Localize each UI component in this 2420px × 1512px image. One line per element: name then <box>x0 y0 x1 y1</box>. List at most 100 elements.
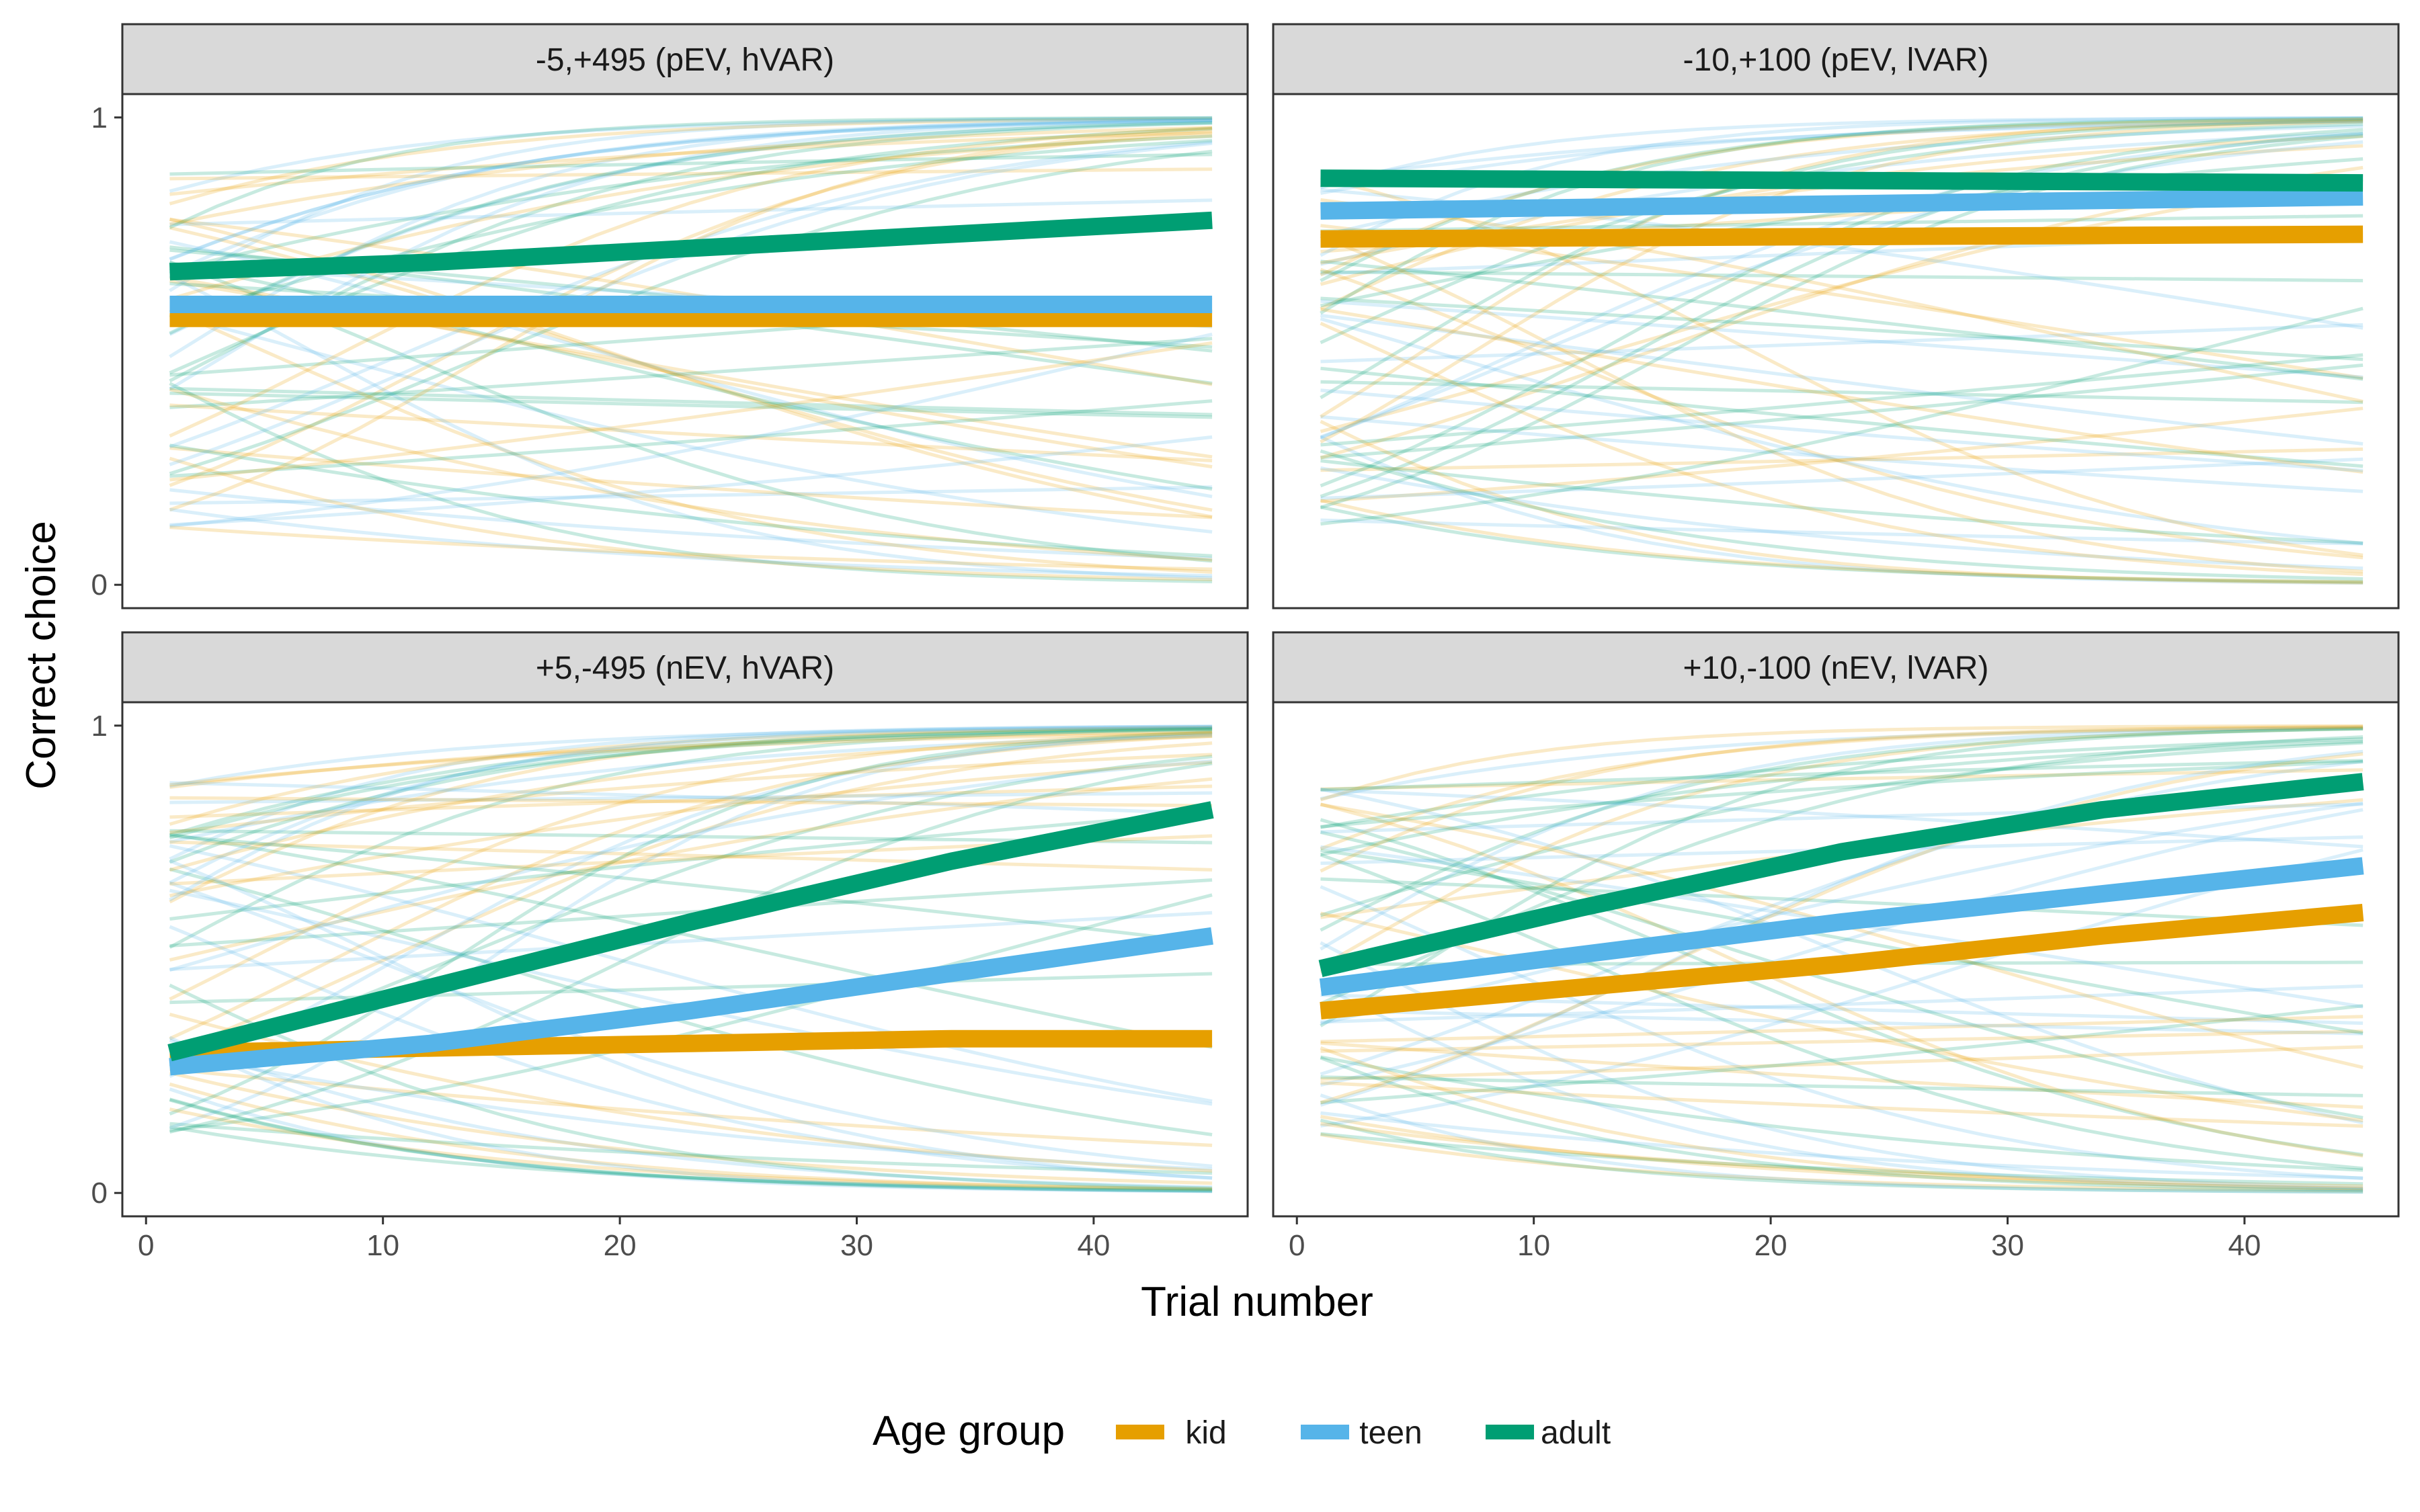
individual-curve <box>169 834 1213 945</box>
series-line-adult <box>167 801 1214 1062</box>
facet-panel: +5,-495 (nEV, hVAR)010 10 20 30 40 <box>91 631 1249 1262</box>
x-tick-label: 30 <box>840 1229 873 1262</box>
individual-curve <box>1320 1132 2364 1186</box>
individual-curve <box>1320 830 2364 1120</box>
individual-curve <box>169 844 1213 1103</box>
individual-curve <box>1320 749 2364 1107</box>
individual-curve <box>169 118 1213 358</box>
individual-curve <box>169 1107 1213 1191</box>
individual-curve <box>1320 1046 2364 1191</box>
series-line-kid <box>1320 904 2364 1019</box>
individual-curve <box>1320 984 2364 1191</box>
series-line-teen <box>1320 188 2364 220</box>
y-tick-label: 0 <box>91 569 108 601</box>
individual-curve <box>1320 1111 2364 1180</box>
individual-curve <box>169 1082 1213 1191</box>
individual-curve <box>169 456 1213 581</box>
individual-curve <box>169 867 1213 1136</box>
individual-curve <box>169 777 1213 962</box>
x-tick-label: 20 <box>1755 1229 1787 1262</box>
individual-curve <box>169 116 1213 292</box>
individual-curve <box>1320 259 2364 381</box>
individual-curve <box>169 911 1213 972</box>
individual-curve <box>169 120 1213 335</box>
individual-curve <box>169 983 1213 1190</box>
individual-curve <box>169 760 1213 898</box>
individual-curve <box>1320 802 2364 1158</box>
individual-curve <box>169 1122 1213 1175</box>
individual-curve <box>169 1051 1213 1171</box>
facet-panel: -10,+100 (pEV, lVAR) <box>1272 23 2400 610</box>
individual-curve <box>1320 270 2364 283</box>
individual-curve <box>169 730 1213 1001</box>
individual-curve <box>169 337 1213 409</box>
individual-curve <box>169 130 1213 487</box>
individual-curve <box>1320 848 2364 1035</box>
individual-curve <box>169 167 1213 181</box>
individual-curve <box>1320 363 2364 460</box>
individual-curve <box>1320 818 2364 1157</box>
individual-curve <box>1320 726 2364 1027</box>
individual-curve <box>169 724 1213 902</box>
x-tick-label: 20 <box>604 1229 637 1262</box>
individual-curve <box>1320 505 2364 584</box>
individual-curve <box>1320 1004 2364 1105</box>
individual-curve <box>169 781 1213 816</box>
individual-curve <box>1320 119 2364 196</box>
individual-curve <box>1320 801 2364 1025</box>
individual-curve <box>1320 235 2364 573</box>
legend-key-teen <box>1301 1425 1349 1439</box>
legend-title: Age group <box>873 1408 1065 1454</box>
individual-curve <box>169 1036 1213 1193</box>
facet-strip <box>121 631 1249 704</box>
individual-curve <box>1320 313 2364 446</box>
individual-curve <box>1320 752 2364 1105</box>
individual-curve <box>1320 737 2364 829</box>
individual-curve <box>1320 877 2364 927</box>
individual-curve <box>169 382 1213 583</box>
individual-curve <box>1320 157 2364 308</box>
individual-curve <box>169 260 1213 563</box>
individual-curve <box>169 796 1213 808</box>
individual-curve <box>169 726 1213 826</box>
individual-curve <box>169 153 1213 176</box>
individual-curve <box>169 725 1213 788</box>
individual-curve <box>1320 1118 2364 1194</box>
facet-strip-label: -5,+495 (pEV, hVAR) <box>536 42 834 78</box>
individual-curve <box>169 726 1213 837</box>
individual-curve <box>169 1098 1213 1193</box>
individual-curve <box>1320 296 2364 362</box>
individual-curve <box>1320 724 2364 802</box>
facet-panel: +10,-100 (nEV, lVAR) 0 10 20 30 40 <box>1272 631 2400 1262</box>
individual-curve <box>169 791 1213 804</box>
individual-curve <box>1320 116 2364 190</box>
individual-curve <box>1320 1122 2364 1188</box>
individual-curve <box>169 1067 1213 1147</box>
individual-curve <box>169 119 1213 261</box>
individual-curve <box>1320 132 2364 439</box>
individual-curve <box>1320 323 2364 364</box>
y-tick-label: 0 <box>91 1177 108 1210</box>
individual-curve <box>1320 131 2364 499</box>
individual-curve <box>169 724 1213 861</box>
individual-curve <box>169 734 1213 1040</box>
individual-curve <box>1320 466 2364 571</box>
individual-curve <box>1320 306 2364 526</box>
series-line-adult <box>1318 773 2364 978</box>
x-tick-label: 40 <box>1077 1229 1110 1262</box>
individual-curve <box>169 119 1213 261</box>
individual-curve <box>1320 984 2364 1024</box>
individual-curve <box>169 134 1213 301</box>
facet-strip-label: +10,-100 (nEV, lVAR) <box>1683 650 1989 686</box>
individual-curve <box>169 1097 1213 1193</box>
individual-curve <box>1320 768 2364 791</box>
individual-curve <box>169 1071 1213 1185</box>
x-tick-label: 10 <box>366 1229 399 1262</box>
individual-curve <box>169 972 1213 1005</box>
legend-label-teen: teen <box>1359 1415 1422 1451</box>
legend-key-kid <box>1116 1425 1164 1439</box>
individual-curve <box>169 332 1213 528</box>
individual-curve <box>1320 307 2364 474</box>
legend-label-adult: adult <box>1541 1415 1611 1451</box>
individual-curve <box>169 526 1213 571</box>
